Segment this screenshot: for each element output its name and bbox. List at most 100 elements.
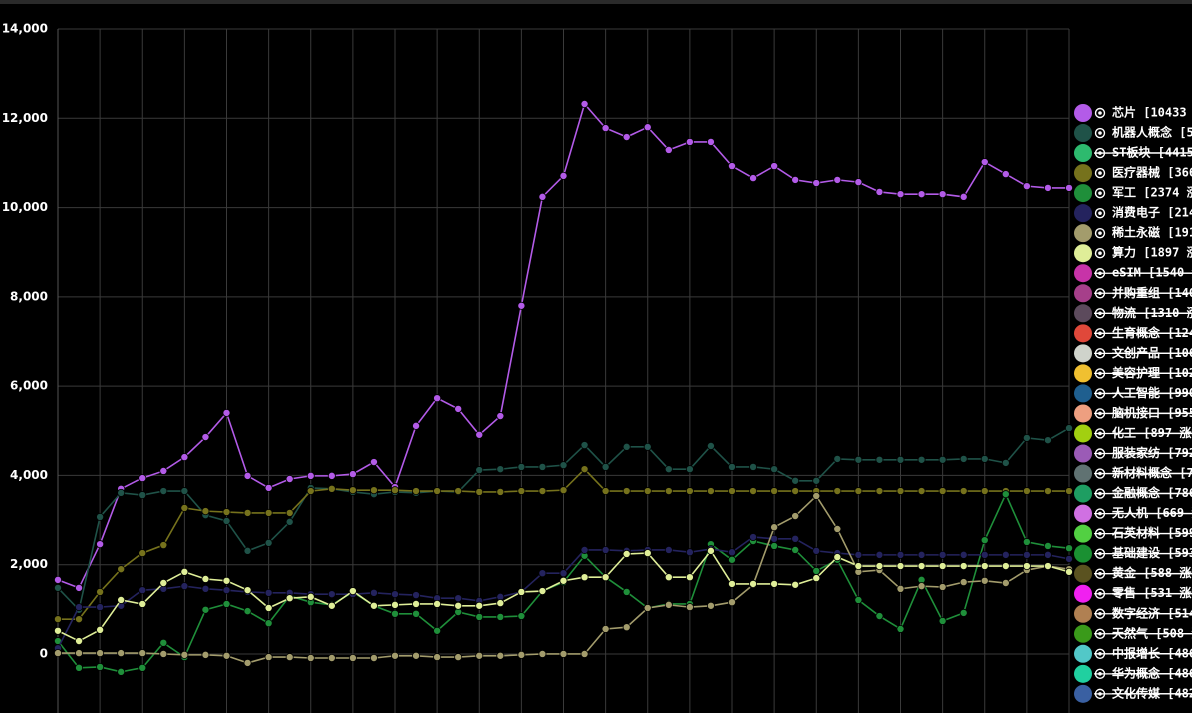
legend-item[interactable]: 医疗器械 [366 [1074,164,1192,183]
data-point [559,569,568,578]
legend-swatch [1074,464,1092,483]
data-point [875,612,884,621]
data-point [180,504,189,513]
legend-item[interactable]: 美容护理 [102 [1074,364,1192,383]
data-point [264,588,273,597]
data-point [454,487,463,496]
data-point [938,190,947,199]
data-point [1043,183,1052,192]
data-point [1022,433,1031,442]
data-point [138,549,147,558]
data-point [138,474,147,483]
data-point [475,651,484,660]
legend-swatch [1074,684,1092,703]
data-point [285,508,294,517]
legend-swatch [1074,564,1092,583]
data-point [664,545,673,554]
data-point [222,576,231,585]
data-point [1001,458,1010,467]
legend-item[interactable]: 无人机 [669 涨 [1074,504,1192,523]
legend-item[interactable]: 文化传媒 [482 [1074,684,1192,703]
data-point [222,599,231,608]
legend-item[interactable]: 文创产品 [106 [1074,344,1192,363]
legend-item[interactable]: 军工 [2374 涨 [1074,184,1192,203]
legend-item[interactable]: 化工 [897 涨幅 [1074,424,1192,443]
data-point [917,582,926,591]
legend-item[interactable]: 人工智能 [990 [1074,384,1192,403]
data-point [601,124,610,133]
legend-label: 黄金 [588 涨幅 [1112,565,1192,580]
data-point [243,607,252,616]
legend-item[interactable]: 数字经济 [514 [1074,604,1192,623]
data-point [622,587,631,596]
legend-swatch [1074,624,1092,643]
data-point [75,615,84,624]
legend-item[interactable]: 金融概念 [786 [1074,484,1192,503]
legend-toggle-dot [1098,251,1102,256]
legend-item[interactable]: 黄金 [588 涨幅 [1074,564,1192,583]
legend-label: 芯片 [10433 涨 [1112,105,1192,120]
legend-swatch [1074,364,1092,383]
legend-item[interactable]: 机器人概念 [50 [1074,124,1192,143]
data-point [243,658,252,667]
data-point [264,508,273,517]
data-point [622,442,631,451]
y-tick-label: 8,000 [10,289,48,303]
data-point [875,487,884,496]
data-point [622,133,631,142]
legend-swatch [1074,404,1092,423]
data-point [201,605,210,614]
data-point [1065,554,1074,563]
legend-item[interactable]: 新材料概念 [7 [1074,464,1192,483]
data-point [159,638,168,647]
data-point [664,465,673,474]
legend-item[interactable]: 中报增长 [486 [1074,644,1192,663]
legend-item[interactable]: 基础建设 [593 [1074,544,1192,563]
data-point [96,512,105,521]
data-point [1001,562,1010,571]
legend-label: 算力 [1897 涨 [1112,245,1192,260]
legend-label: 文化传媒 [482 [1112,685,1192,700]
data-point [685,137,694,146]
legend-item[interactable]: 稀土永磁 [191 [1074,224,1192,243]
legend-label: 稀土永磁 [191 [1112,225,1192,240]
data-point [812,566,821,575]
legend-label: ST板块 [4415 [1112,145,1192,160]
legend-item[interactable]: 天然气 [508 涨 [1074,624,1192,643]
data-point [580,545,589,554]
legend-item[interactable]: 物流 [1310 涨 [1074,304,1192,323]
data-point [1065,183,1074,192]
data-point [959,550,968,559]
data-point [96,603,105,612]
data-point [222,508,231,517]
legend-item[interactable]: 脑机接口 [955 [1074,404,1192,423]
legend-item[interactable]: 算力 [1897 涨 [1074,244,1192,263]
data-point [728,579,737,588]
y-tick-label: 10,000 [2,200,48,214]
legend-item[interactable]: 并购重组 [140 [1074,284,1192,303]
legend-item[interactable]: 华为概念 [486 [1074,664,1192,683]
data-point [1001,579,1010,588]
data-point [643,123,652,132]
legend-item[interactable]: ST板块 [4415 [1074,144,1192,163]
legend-item[interactable]: 服装家纺 [792 [1074,444,1192,463]
legend-item[interactable]: 石英材料 [599 [1074,524,1192,543]
legend-item[interactable]: 芯片 [10433 涨 [1074,104,1192,122]
legend-label: 中报增长 [486 [1112,645,1192,660]
legend-label: 基础建设 [593 [1111,545,1192,560]
data-point [517,462,526,471]
data-point [812,491,821,500]
legend-item[interactable]: 零售 [531 涨幅 [1074,584,1192,603]
legend-item[interactable]: 生育概念 [124 [1074,324,1192,343]
data-point [538,569,547,578]
legend-swatch [1074,644,1092,663]
data-point [706,441,715,450]
data-point [327,654,336,663]
data-point [622,549,631,558]
data-point [264,619,273,628]
data-point [201,433,210,442]
legend-item[interactable]: eSIM [1540 涨 [1074,264,1192,283]
data-point [791,476,800,485]
data-point [875,550,884,559]
legend-item[interactable]: 消费电子 [214 [1074,204,1192,223]
